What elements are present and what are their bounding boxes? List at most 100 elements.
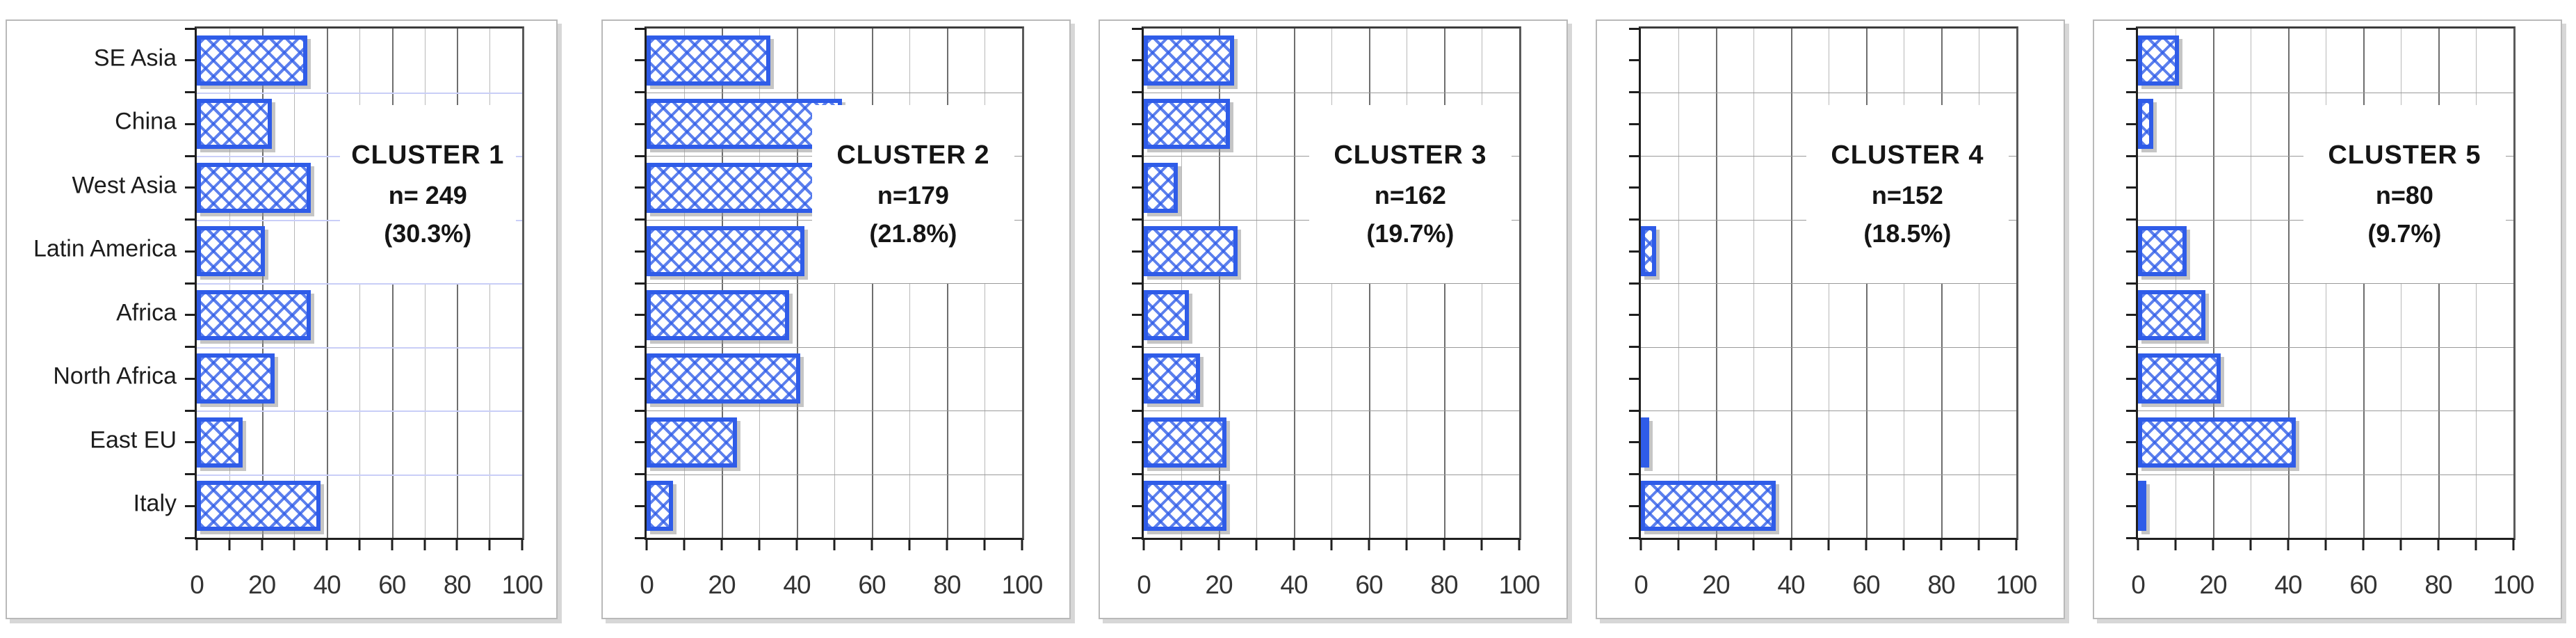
bar-africa	[2138, 289, 2206, 340]
x-tick-label-100: 100	[501, 571, 544, 599]
x-axis-tick	[455, 540, 458, 550]
y-axis-tick	[635, 154, 645, 157]
y-axis-tick	[1629, 536, 1639, 539]
cluster-percentage: (18.5%)	[1863, 219, 1952, 248]
x-axis-tick	[946, 540, 948, 550]
x-tick-label-0: 0	[190, 571, 204, 599]
x-axis-tick	[1021, 540, 1023, 550]
x-axis-tick	[1827, 540, 1830, 550]
x-axis-tick	[1443, 540, 1445, 550]
row-gridline	[1641, 346, 2016, 348]
y-axis-tick	[635, 473, 645, 475]
x-axis-tick	[1480, 540, 1483, 550]
y-axis-tick	[185, 314, 195, 317]
y-axis-tick	[1132, 186, 1142, 189]
cluster-2-plot-area: CLUSTER 2 n=179 (21.8%)	[635, 26, 1024, 550]
bar-east-eu	[1641, 417, 1649, 468]
x-tick-label-60: 60	[858, 571, 886, 599]
y-axis-tick	[1132, 441, 1142, 444]
x-axis-tick	[2137, 540, 2139, 550]
y-axis-tick	[635, 346, 645, 348]
row-gridline	[1144, 410, 1519, 411]
x-tick-label-100: 100	[1001, 571, 1044, 599]
x-axis-tick	[2287, 540, 2290, 550]
y-axis-tick	[2126, 27, 2136, 30]
y-axis-tick	[635, 218, 645, 221]
y-axis-tick	[185, 250, 195, 253]
y-axis-tick	[2126, 154, 2136, 157]
x-tick-label-0: 0	[1137, 571, 1151, 599]
y-axis-tick	[2126, 536, 2136, 539]
y-axis-tick	[635, 91, 645, 93]
y-axis-tick	[185, 27, 195, 30]
y-axis-tick	[2126, 504, 2136, 507]
y-axis-tick	[1629, 218, 1639, 221]
y-axis-tick	[1132, 91, 1142, 93]
row-gridline	[647, 474, 1022, 475]
bar-china	[1144, 99, 1231, 150]
bar-italy	[1144, 481, 1226, 532]
x-axis-tick	[1639, 540, 1642, 550]
y-axis-tick	[2126, 91, 2136, 93]
x-axis-tick	[2362, 540, 2365, 550]
x-axis-tick	[325, 540, 328, 550]
x-axis-tick	[908, 540, 911, 550]
row-gridline	[647, 346, 1022, 348]
cluster-3-label-box: CLUSTER 3 n=162 (19.7%)	[1309, 105, 1512, 283]
x-axis-tick	[1180, 540, 1183, 550]
x-axis-tick	[195, 540, 198, 550]
bar-north-africa	[197, 353, 275, 404]
y-axis-tick	[185, 122, 195, 125]
bar-china	[197, 99, 272, 150]
y-axis-tick	[1132, 282, 1142, 285]
cluster-2-label-box: CLUSTER 2 n=179 (21.8%)	[811, 105, 1015, 283]
y-axis-tick	[185, 282, 195, 285]
x-axis-tick	[1865, 540, 1868, 550]
y-axis-tick	[2126, 282, 2136, 285]
y-axis-tick	[1132, 409, 1142, 412]
row-gridline	[647, 283, 1022, 284]
cluster-title: CLUSTER 3	[1334, 140, 1487, 170]
y-axis-tick	[2126, 377, 2136, 380]
bar-se-asia	[647, 35, 771, 86]
cluster-percentage: (21.8%)	[869, 219, 957, 248]
bar-west-asia	[1144, 162, 1178, 213]
bar-se-asia	[1144, 35, 1234, 86]
x-axis-tick	[2249, 540, 2252, 550]
x-axis-tick	[683, 540, 686, 550]
y-axis-tick	[2126, 122, 2136, 125]
x-tick-label-100: 100	[1995, 571, 2038, 599]
cluster-title: CLUSTER 4	[1831, 140, 1984, 170]
y-axis-tick	[635, 186, 645, 189]
row-gridline	[647, 410, 1022, 411]
x-axis-tick	[228, 540, 231, 550]
bar-east-eu	[197, 417, 243, 468]
bar-north-africa	[2138, 353, 2221, 404]
x-tick-label-40: 40	[783, 571, 811, 599]
y-axis-tick	[635, 504, 645, 507]
y-axis-tick	[185, 154, 195, 157]
y-axis-tick	[2126, 186, 2136, 189]
x-axis-tick	[1293, 540, 1295, 550]
x-axis-tick-labels: 0 20 40 60 80 100	[1100, 571, 1566, 612]
cluster-percentage: (19.7%)	[1366, 219, 1455, 248]
x-axis-tick	[2015, 540, 2018, 550]
cluster-title: CLUSTER 1	[351, 140, 505, 170]
y-axis-tick	[185, 504, 195, 507]
x-axis-tick-labels: 0 20 40 60 80 100	[7, 571, 556, 612]
x-axis-tick	[2437, 540, 2440, 550]
x-axis-tick	[1940, 540, 1943, 550]
x-axis-tick	[1217, 540, 1220, 550]
y-axis-tick	[1629, 186, 1639, 189]
y-axis-tick	[185, 59, 195, 62]
y-axis-tick	[185, 409, 195, 412]
y-axis-tick	[1629, 122, 1639, 125]
y-axis-tick	[1629, 409, 1639, 412]
x-tick-label-40: 40	[1777, 571, 1805, 599]
y-axis-tick	[1132, 154, 1142, 157]
y-axis-tick	[185, 346, 195, 348]
x-axis-tick	[1330, 540, 1333, 550]
y-axis-tick	[185, 91, 195, 93]
category-label-se-asia: SE Asia	[93, 45, 177, 72]
